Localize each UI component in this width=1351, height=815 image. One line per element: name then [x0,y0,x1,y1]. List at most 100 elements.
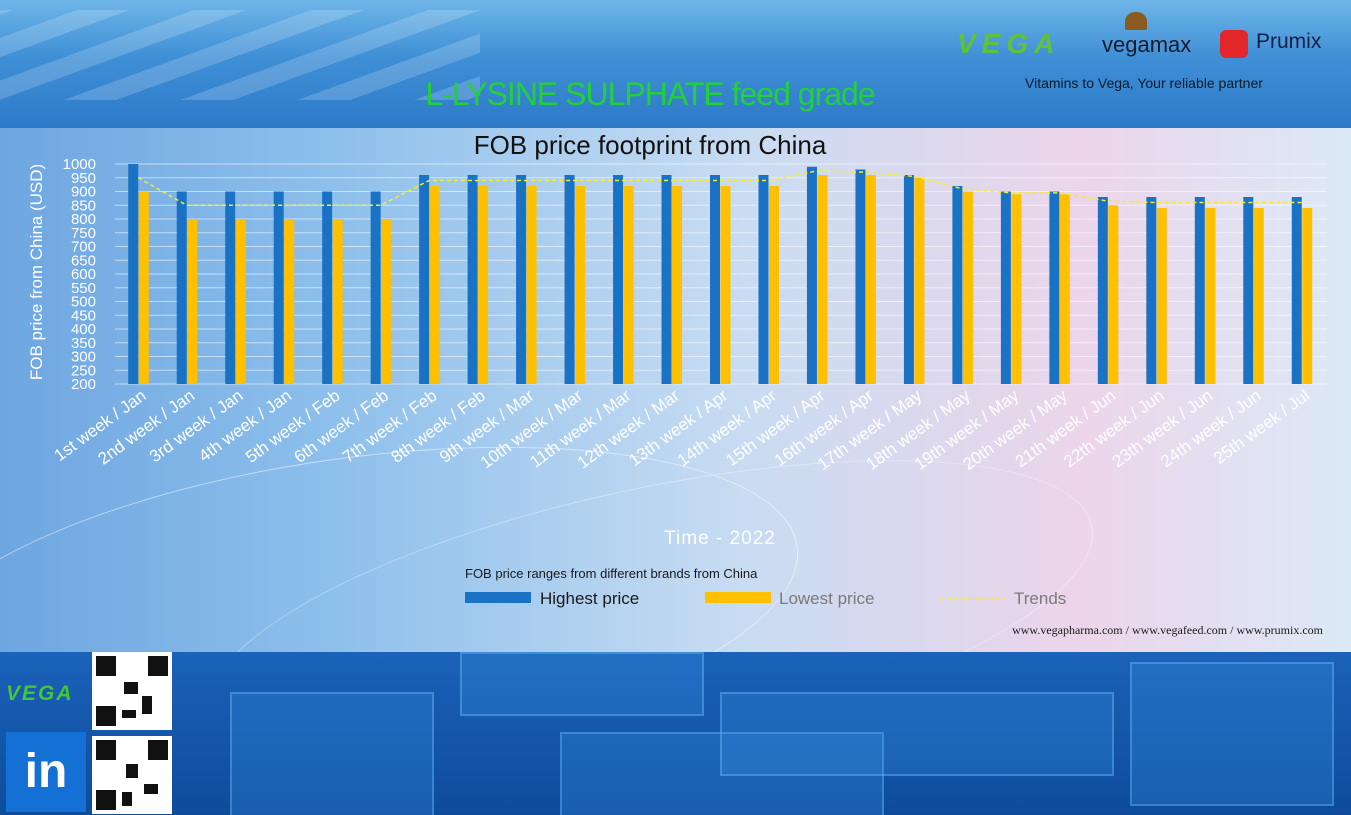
bar-lowest-price [817,175,828,384]
bar-lowest-price [429,186,440,384]
bar-lowest-price [526,186,537,384]
footer-tile [1130,662,1334,806]
bar-lowest-price [1059,194,1070,384]
footer-vega-logo: VEGA [6,682,74,705]
bar-lowest-price [478,186,489,384]
bar-highest-price [128,164,139,384]
y-axis-ticks: 1000950900850800750700650600550500450400… [63,156,96,393]
bar-highest-price [1049,191,1060,384]
bar-lowest-price [914,177,925,384]
footer-banner: VEGA in [0,652,1351,815]
legend-label-trend: Trends [1014,589,1066,608]
linkedin-icon[interactable]: in [6,732,86,812]
bar-highest-price [710,175,720,384]
bar-lowest-price [1108,205,1119,384]
bar-highest-price [758,175,769,384]
legend-swatch-highest [465,592,531,603]
bar-lowest-price [768,186,779,384]
bar-highest-price [661,175,672,384]
y-tick-label: 400 [71,321,96,338]
y-tick-label: 800 [71,211,96,228]
bar-highest-price [564,175,575,384]
vegamax-logo: vegamax [1102,32,1192,57]
bar-highest-price [1000,191,1011,384]
main-title: L-LYSINE SULPHATE feed grade [425,76,875,112]
bar-lowest-price [1205,208,1216,384]
bar-lowest-price [187,219,198,384]
bar-lowest-price [1253,208,1264,384]
qr-code-icon [92,736,172,814]
bar-highest-price [176,191,187,384]
bar-highest-price [1194,197,1205,384]
y-tick-label: 450 [71,307,96,324]
y-tick-label: 250 [71,362,96,379]
bar-highest-price [225,191,236,384]
bar-highest-price [806,166,817,384]
y-tick-label: 950 [71,170,96,187]
footer-tile [230,692,434,815]
bar-lowest-price [672,186,683,384]
y-tick-label: 350 [71,335,96,352]
y-tick-label: 900 [71,184,96,201]
x-axis-label: Time - 2022 [664,528,776,549]
bar-lowest-price [284,219,295,384]
websites-text: www.vegapharma.com / www.vegafeed.com / … [1012,623,1324,637]
bar-highest-price [855,169,866,384]
legend-swatch-lowest [705,592,771,603]
prumix-logo-icon [1220,30,1248,58]
header-banner: VEGA vegamax Prumix Vitamins to Vega, Yo… [0,0,1351,128]
y-tick-label: 500 [71,294,96,311]
header-decoration [0,10,480,100]
bar-highest-price [952,186,963,384]
bar-lowest-price [1156,208,1167,384]
vega-logo: VEGA [957,28,1061,59]
bar-lowest-price [720,186,731,384]
bar-lowest-price [575,186,586,384]
bar-lowest-price [235,219,246,384]
bar-highest-price [419,175,430,384]
y-tick-label: 200 [71,376,96,393]
y-tick-label: 600 [71,266,96,283]
bar-lowest-price [623,186,634,384]
bar-highest-price [1097,197,1108,384]
bar-highest-price [273,191,284,384]
y-tick-label: 750 [71,225,96,242]
bar-lowest-price [962,191,973,384]
bar-highest-price [1243,197,1254,384]
y-tick-label: 850 [71,197,96,214]
bar-lowest-price [381,219,392,384]
bar-lowest-price [865,175,876,384]
legend-title: FOB price ranges from different brands f… [465,566,758,581]
y-tick-label: 700 [71,239,96,256]
legend-label-highest: Highest price [540,589,639,608]
y-axis-label: FOB price from China (USD) [27,164,46,380]
footer-tile [720,692,1114,776]
chart-bars [128,164,1313,384]
y-tick-label: 550 [71,280,96,297]
y-tick-label: 650 [71,252,96,269]
bar-highest-price [903,175,914,384]
chart-title: FOB price footprint from China [474,130,827,160]
tagline: Vitamins to Vega, Your reliable partner [1025,75,1263,91]
bar-highest-price [613,175,624,384]
chart-legend: Highest price Lowest price Trends [465,589,1066,608]
vegamax-logo-icon [1125,12,1147,30]
bar-lowest-price [138,191,149,384]
legend-label-lowest: Lowest price [779,589,874,608]
bar-highest-price [1291,197,1302,384]
bar-highest-price [516,175,527,384]
bar-highest-price [370,191,381,384]
bar-highest-price [1146,197,1157,384]
footer-tile [460,652,704,716]
bar-highest-price [322,191,333,384]
bar-lowest-price [1011,194,1022,384]
prumix-logo: Prumix [1256,30,1322,53]
y-tick-label: 300 [71,349,96,366]
footer-tile [560,732,884,815]
bar-highest-price [467,175,478,384]
bar-lowest-price [1302,208,1313,384]
bar-lowest-price [332,219,343,384]
qr-code-icon [92,652,172,730]
